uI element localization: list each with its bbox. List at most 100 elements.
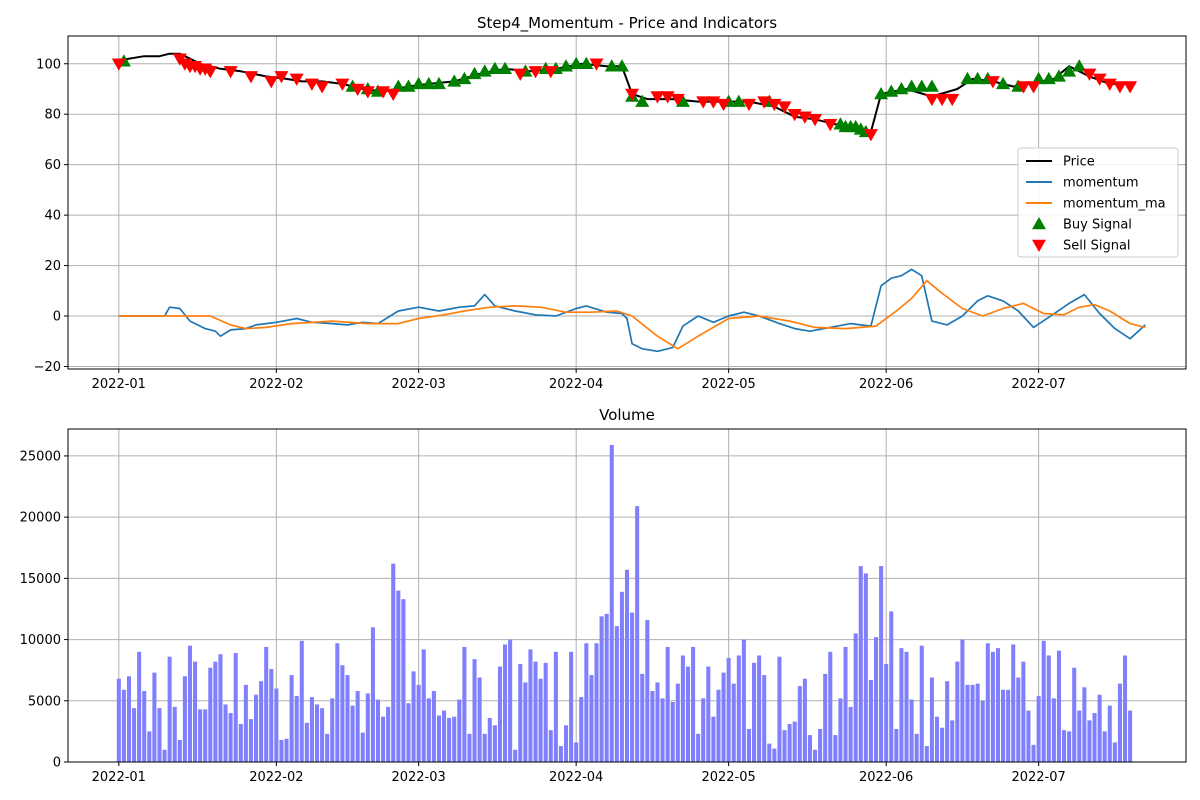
buy-signal-marker (731, 94, 746, 107)
volume-bar (579, 697, 584, 762)
volume-bar (940, 727, 945, 762)
volume-panel-title: Volume (599, 406, 655, 424)
volume-bar (360, 732, 365, 762)
volume-y-tick-label: 20000 (20, 511, 61, 526)
price-x-tick-label: 2022-02 (249, 377, 303, 392)
buy-signal-marker (579, 56, 594, 69)
volume-x-tick-label: 2022-02 (249, 770, 303, 785)
sell-signal-marker (985, 76, 1000, 89)
volume-bar (284, 738, 289, 762)
price-panel-frame (67, 35, 1187, 370)
volume-bar (777, 656, 782, 762)
sell-signal-marker (716, 98, 731, 112)
volume-bar (447, 717, 452, 762)
volume-bar (233, 653, 238, 762)
volume-bar (584, 643, 589, 762)
volume-bar (1046, 655, 1051, 762)
buy-signal-marker (487, 61, 502, 75)
volume-bar (767, 743, 772, 762)
volume-bar (731, 683, 736, 762)
volume-bar (416, 684, 421, 762)
volume-bar (381, 716, 386, 762)
volume-bar (929, 677, 934, 762)
volume-bar (172, 706, 177, 762)
volume-bar (294, 695, 299, 762)
volume-bar (752, 662, 757, 762)
volume-bar (228, 713, 233, 762)
volume-bar (142, 690, 147, 762)
volume-bar (513, 749, 518, 762)
volume-bar (1107, 705, 1112, 762)
sell-signal-marker (823, 119, 838, 132)
price-panel-series (118, 52, 1146, 353)
price-x-tick-label: 2022-04 (549, 377, 603, 392)
buy-signal-marker (996, 76, 1011, 90)
volume-bar (213, 661, 218, 762)
volume-bar (304, 722, 309, 762)
volume-x-tick-label: 2022-06 (859, 770, 913, 785)
volume-bar (553, 651, 558, 762)
volume-bar (126, 676, 132, 762)
buy-signal-marker (1072, 59, 1087, 72)
volume-bar (990, 651, 995, 762)
volume-bar (528, 649, 533, 762)
volume-bar (736, 655, 741, 762)
sell-signal-marker (945, 93, 960, 107)
volume-bar (741, 639, 746, 762)
volume-bar (716, 689, 721, 762)
volume-bar (121, 689, 126, 762)
volume-bar (609, 444, 614, 762)
volume-bar (563, 725, 569, 762)
volume-bar (462, 646, 467, 762)
buy-signal-marker (421, 76, 436, 90)
volume-bar (726, 657, 731, 762)
volume-bar (904, 651, 909, 762)
volume-bar (970, 684, 975, 762)
volume-bar (198, 709, 203, 762)
volume-bar (147, 731, 152, 762)
series-line-price (118, 52, 1136, 133)
sell-signal-marker (513, 68, 528, 81)
volume-bar (243, 684, 248, 762)
volume-bar (884, 664, 889, 762)
volume-bar (467, 733, 472, 762)
sell-signal-marker (650, 91, 665, 104)
buy-signal-marker (1031, 71, 1046, 85)
sell-signal-marker (1016, 81, 1031, 94)
volume-bar (909, 699, 914, 762)
buy-signal-marker (914, 79, 929, 92)
volume-bar (1011, 644, 1016, 762)
volume-bar (238, 724, 243, 762)
sell-signal-marker (1026, 81, 1041, 94)
volume-bar (487, 717, 492, 762)
volume-bar (792, 721, 797, 762)
volume-bar (365, 693, 370, 762)
price-x-tick-label: 2022-05 (701, 377, 755, 392)
volume-bar (873, 637, 879, 763)
sell-signal-marker (111, 58, 126, 71)
volume-y-tick-label: 25000 (20, 449, 61, 464)
volume-bar (309, 697, 314, 762)
sell-signal-marker (203, 66, 218, 79)
legend-label: Buy Signal (1063, 218, 1132, 233)
volume-bar (894, 728, 899, 762)
volume-bar (264, 646, 269, 762)
volume-bar (137, 651, 142, 762)
volume-bar (858, 566, 863, 762)
volume-bar (660, 698, 665, 762)
buy-signal-marker (391, 79, 406, 92)
volume-bar (167, 656, 172, 762)
volume-bar (482, 733, 487, 762)
buy-signal-marker (614, 59, 629, 72)
sell-signal-marker (543, 66, 558, 79)
sell-signal-marker (670, 93, 685, 107)
volume-bar (589, 675, 594, 762)
volume-bar (1021, 661, 1026, 762)
volume-bars (116, 444, 1133, 763)
volume-bar (934, 716, 940, 762)
volume-x-tick-label: 2022-07 (1011, 770, 1065, 785)
legend-label: Sell Signal (1063, 239, 1131, 254)
volume-bar (1031, 744, 1036, 762)
volume-bar (680, 655, 685, 762)
sell-signal-marker (863, 129, 878, 142)
